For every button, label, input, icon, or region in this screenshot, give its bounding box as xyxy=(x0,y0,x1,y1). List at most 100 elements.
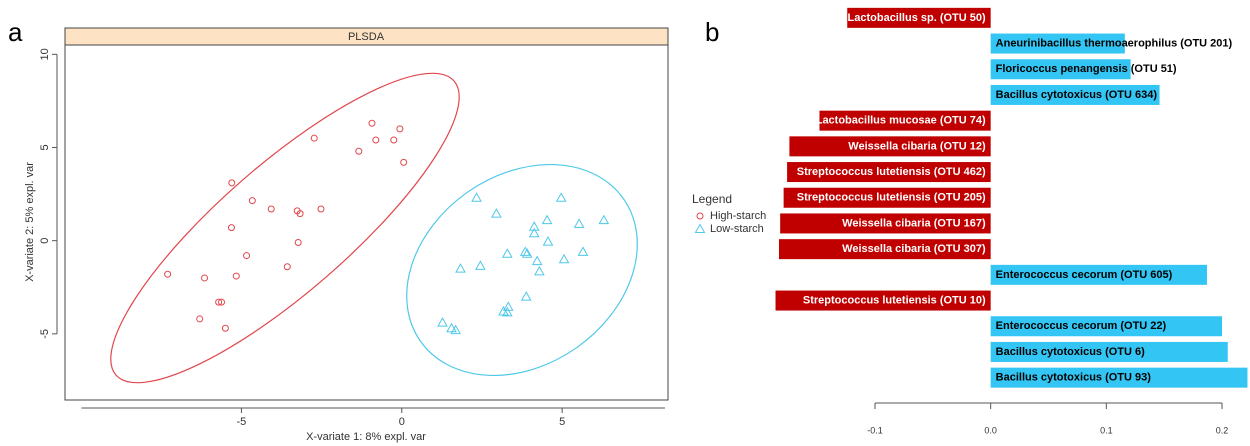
point xyxy=(372,136,380,144)
point xyxy=(294,239,302,247)
confidence-ellipse xyxy=(110,72,460,384)
legend-marker xyxy=(694,223,706,233)
point xyxy=(542,236,554,246)
legend-label: High-starch xyxy=(710,210,766,222)
bar xyxy=(990,316,1222,337)
bar-label: Weissella cibaria (OTU 307) xyxy=(842,243,986,255)
bar xyxy=(990,367,1248,388)
point xyxy=(573,218,585,228)
point xyxy=(555,192,567,202)
bar-label: Bacillus cytotoxicus (OTU 634) xyxy=(996,89,1158,101)
x-tick-label: 0.1 xyxy=(1100,425,1113,435)
bar-label: Aneurinibacillus thermoaerophilus (OTU 2… xyxy=(996,37,1233,49)
point xyxy=(519,246,531,256)
point xyxy=(215,298,223,306)
point xyxy=(501,306,513,317)
point xyxy=(446,322,457,333)
plot-box xyxy=(64,44,669,401)
point xyxy=(521,248,533,258)
x-axis-label: X-variate 1: 8% expl. var xyxy=(306,431,426,443)
point xyxy=(531,255,543,266)
point xyxy=(390,136,398,144)
point xyxy=(520,291,532,301)
point xyxy=(296,210,304,218)
x-tick-label: 0.2 xyxy=(1216,425,1229,435)
y-tick-label: 5 xyxy=(39,144,51,150)
bar xyxy=(787,162,991,183)
bar xyxy=(990,59,1131,80)
point xyxy=(437,317,448,327)
bar-label: Streptococcus lutetiensis (OTU 205) xyxy=(797,192,986,204)
point xyxy=(368,119,376,127)
bar xyxy=(789,136,991,157)
panel-label: b xyxy=(705,17,719,47)
point xyxy=(558,253,570,264)
point xyxy=(243,252,251,260)
point xyxy=(598,214,610,225)
y-tick-label: -5 xyxy=(39,329,51,339)
bar-label: Bacillus cytotoxicus (OTU 93) xyxy=(996,372,1152,384)
bar-label: Streptococcus lutetiensis (OTU 462) xyxy=(797,166,986,178)
bar xyxy=(780,213,991,234)
bar xyxy=(990,84,1160,105)
point xyxy=(501,248,513,258)
point xyxy=(221,324,229,332)
point xyxy=(396,125,404,133)
x-tick-label: 0.0 xyxy=(984,425,997,435)
point xyxy=(227,224,235,232)
point xyxy=(528,221,540,231)
chart-title: PLSDA xyxy=(348,31,385,43)
x-tick-label: -5 xyxy=(237,416,247,428)
bar-label: Bacillus cytotoxicus (OTU 6) xyxy=(996,346,1145,358)
panel-label: a xyxy=(8,17,23,47)
point xyxy=(248,197,256,205)
point xyxy=(577,246,589,256)
point xyxy=(317,205,325,213)
bar-label: Streptococcus lutetiensis (OTU 10) xyxy=(803,294,986,306)
bar-label: Floricoccus penangensis (OTU 51) xyxy=(996,63,1177,75)
point xyxy=(218,298,226,306)
point xyxy=(528,227,540,238)
bar xyxy=(990,341,1228,362)
bar xyxy=(819,110,991,131)
y-axis-label: X-variate 2: 5% expl. var xyxy=(24,162,36,282)
point xyxy=(534,265,545,276)
point xyxy=(541,214,553,225)
bar xyxy=(990,264,1207,285)
bar xyxy=(847,7,991,28)
bar-label: Lactobacillus mucosae (OTU 74) xyxy=(816,115,986,127)
point xyxy=(228,179,236,187)
bar-label: Lactobacillus sp. (OTU 50) xyxy=(848,12,986,24)
legend-label: Low-starch xyxy=(710,223,764,235)
y-tick-label: 10 xyxy=(39,48,51,60)
bar xyxy=(778,239,991,260)
bar xyxy=(990,33,1125,54)
legend-title: Legend xyxy=(692,192,732,206)
point xyxy=(196,315,204,323)
point xyxy=(201,274,209,282)
point xyxy=(450,324,462,335)
bar xyxy=(775,290,991,311)
bar xyxy=(783,187,991,208)
point xyxy=(471,192,482,202)
y-tick-label: 0 xyxy=(39,238,51,244)
point xyxy=(164,270,172,278)
bar-label: Enterococcus cecorum (OTU 22) xyxy=(996,320,1167,332)
point xyxy=(491,208,502,218)
point xyxy=(355,147,363,155)
bar-label: Weissella cibaria (OTU 167) xyxy=(842,217,986,229)
point xyxy=(267,205,275,213)
bar-label: Weissella cibaria (OTU 12) xyxy=(848,140,986,152)
point xyxy=(455,263,466,273)
x-tick-label: 0 xyxy=(399,416,405,428)
legend-marker xyxy=(696,212,704,220)
point xyxy=(310,134,318,142)
point xyxy=(283,263,291,271)
point xyxy=(475,260,486,270)
x-tick-label: -0.1 xyxy=(867,425,883,435)
point xyxy=(232,272,240,280)
confidence-ellipse xyxy=(406,163,638,377)
point xyxy=(400,158,408,166)
bar-label: Enterococcus cecorum (OTU 605) xyxy=(996,269,1173,281)
